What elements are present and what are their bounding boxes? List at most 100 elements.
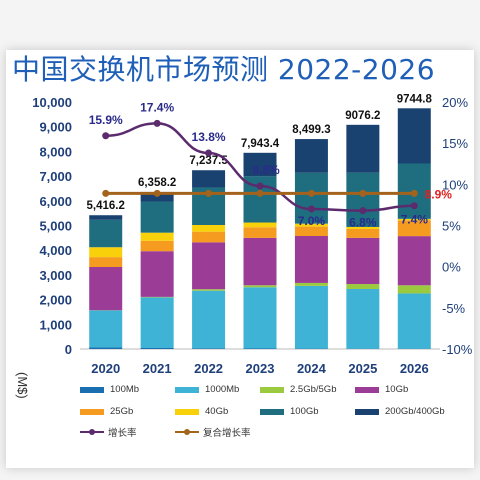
y2-tick-label: 0%: [442, 260, 461, 275]
bar-segment: [294, 139, 328, 173]
bar-segment: [243, 227, 277, 238]
bar-segment: [140, 297, 174, 349]
legend-item: 1000Mb: [175, 384, 239, 395]
y-tick-label: 7,000: [39, 169, 72, 184]
legend-item: 40Gb: [175, 406, 228, 417]
legend-swatch: [80, 386, 104, 393]
legend-swatch: [175, 386, 199, 393]
y-tick-label: 6,000: [39, 194, 72, 209]
legend-item: 增长率: [80, 425, 137, 439]
bar-segment: [346, 226, 380, 229]
y-tick-label: 8,000: [39, 144, 72, 159]
bar-segment: [140, 240, 174, 252]
bar-segment: [89, 266, 123, 311]
growth-rate-label: 7.0%: [298, 214, 326, 228]
bar-segment: [89, 347, 123, 349]
y2-tick-label: 5%: [442, 219, 461, 234]
bar-segment: [294, 226, 328, 236]
y-tick-label: 4,000: [39, 243, 72, 258]
bar-segment: [140, 251, 174, 297]
bar-segment: [397, 218, 431, 221]
bar-segment: [294, 223, 328, 227]
line-point: [205, 189, 213, 197]
bar-total-label: 9744.8: [397, 93, 433, 105]
legend-label: 复合增长率: [203, 428, 251, 439]
bar-segment: [346, 284, 380, 289]
y2-tick-label: -10%: [442, 342, 473, 357]
y2-tick-label: 10%: [442, 177, 468, 192]
line-point: [307, 205, 315, 213]
cagr-label: 8.9%: [425, 187, 453, 201]
bar-segment: [346, 237, 380, 285]
line-point: [153, 189, 161, 197]
line-point: [102, 132, 110, 140]
bar-segment: [192, 225, 226, 232]
y-tick-label: 2,000: [39, 293, 72, 308]
legend-swatch: [260, 386, 284, 393]
y-tick-label: 10,000: [32, 95, 72, 110]
bar-segment: [89, 310, 123, 348]
legend-label: 1000Mb: [205, 384, 240, 395]
chart-card: [6, 50, 474, 468]
legend-line-swatch: [80, 427, 104, 437]
legend-label: 25Gb: [110, 406, 134, 417]
bar-segment: [294, 235, 328, 283]
legend-label: 10Gb: [385, 384, 409, 395]
legend-swatch: [260, 408, 284, 415]
bar-segment: [192, 289, 226, 291]
x-tick-label: 2022: [194, 361, 223, 376]
bar-segment: [243, 287, 277, 349]
bar-segment: [243, 222, 277, 228]
bar-segment: [346, 228, 380, 238]
bar-segment: [243, 285, 277, 288]
bar-segment: [192, 290, 226, 349]
legend-item: 100Mb: [80, 384, 139, 395]
legend-item: 复合增长率: [175, 425, 251, 439]
legend-item: 100Gb: [260, 406, 319, 417]
bar-segment: [346, 288, 380, 349]
legend-item: 2.5Gb/5Gb: [260, 384, 336, 395]
legend-swatch: [80, 408, 104, 415]
growth-rate-label: 15.9%: [89, 113, 123, 127]
x-tick-label: 2026: [400, 361, 429, 376]
bar-segment: [89, 257, 123, 267]
bar-total-label: 6,358.2: [138, 177, 176, 189]
bar-segment: [346, 172, 380, 227]
y-tick-label: 5,000: [39, 219, 72, 234]
growth-rate-label: 6.8%: [349, 216, 377, 230]
x-tick-label: 2020: [91, 361, 120, 376]
legend-label: 2.5Gb/5Gb: [290, 384, 337, 395]
legend-swatch: [355, 408, 379, 415]
line-point: [359, 207, 367, 215]
legend-item: 200Gb/400Gb: [355, 406, 445, 417]
bar-segment: [192, 170, 226, 188]
line-point: [410, 202, 418, 210]
line-point: [307, 189, 315, 197]
legend-swatch: [175, 408, 199, 415]
bar-segment: [294, 282, 328, 286]
y-tick-label: 1,000: [39, 317, 72, 332]
bar-total-label: 7,943.4: [241, 138, 280, 150]
growth-rate-label: 17.4%: [140, 100, 174, 114]
legend-label: 100Gb: [290, 406, 319, 417]
bar-segment: [140, 232, 174, 241]
bar-total-label: 8,499.3: [292, 124, 330, 136]
bar-total-label: 7,237.5: [189, 155, 228, 167]
bar-segment: [192, 231, 226, 243]
bar-segment: [397, 220, 431, 237]
legend-label: 增长率: [108, 428, 137, 439]
bar-segment: [346, 124, 380, 173]
y-tick-label: 3,000: [39, 268, 72, 283]
bar-total-label: 9076.2: [345, 110, 380, 122]
bar-segment: [243, 237, 277, 286]
bar-segment: [89, 247, 123, 258]
chart-title: 中国交换机市场预测 2022-2026: [12, 53, 436, 86]
legend-label: 200Gb/400Gb: [385, 406, 445, 417]
x-tick-label: 2025: [348, 361, 377, 376]
bar-segment: [294, 285, 328, 349]
line-point: [410, 189, 418, 197]
y2-tick-label: 15%: [442, 136, 468, 151]
legend-item: 25Gb: [80, 406, 133, 417]
bar-segment: [89, 219, 123, 248]
